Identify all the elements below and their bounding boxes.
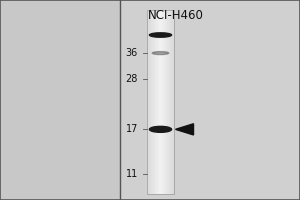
Bar xyxy=(152,10,154,194)
Bar xyxy=(158,10,159,194)
Bar xyxy=(120,0,300,200)
Bar xyxy=(165,10,166,194)
Bar xyxy=(162,10,163,194)
Bar xyxy=(148,10,150,194)
Bar xyxy=(147,10,174,194)
Bar xyxy=(0,0,120,200)
Text: NCI-H460: NCI-H460 xyxy=(148,9,203,22)
Text: 28: 28 xyxy=(126,74,138,84)
Bar xyxy=(160,10,162,194)
Ellipse shape xyxy=(149,126,172,132)
Bar xyxy=(163,10,165,194)
Text: 17: 17 xyxy=(126,124,138,134)
Bar xyxy=(170,10,171,194)
Bar xyxy=(169,10,170,194)
Bar xyxy=(151,10,152,194)
Ellipse shape xyxy=(149,33,172,37)
Polygon shape xyxy=(176,124,194,135)
Bar xyxy=(157,10,158,194)
Bar xyxy=(150,10,151,194)
Bar xyxy=(159,10,160,194)
Bar xyxy=(154,10,155,194)
Bar xyxy=(155,10,157,194)
Bar xyxy=(166,10,167,194)
Ellipse shape xyxy=(152,52,169,55)
Bar xyxy=(167,10,169,194)
Bar xyxy=(173,10,174,194)
Text: 36: 36 xyxy=(126,48,138,58)
Text: 11: 11 xyxy=(126,169,138,179)
Bar xyxy=(171,10,173,194)
Bar xyxy=(147,10,148,194)
